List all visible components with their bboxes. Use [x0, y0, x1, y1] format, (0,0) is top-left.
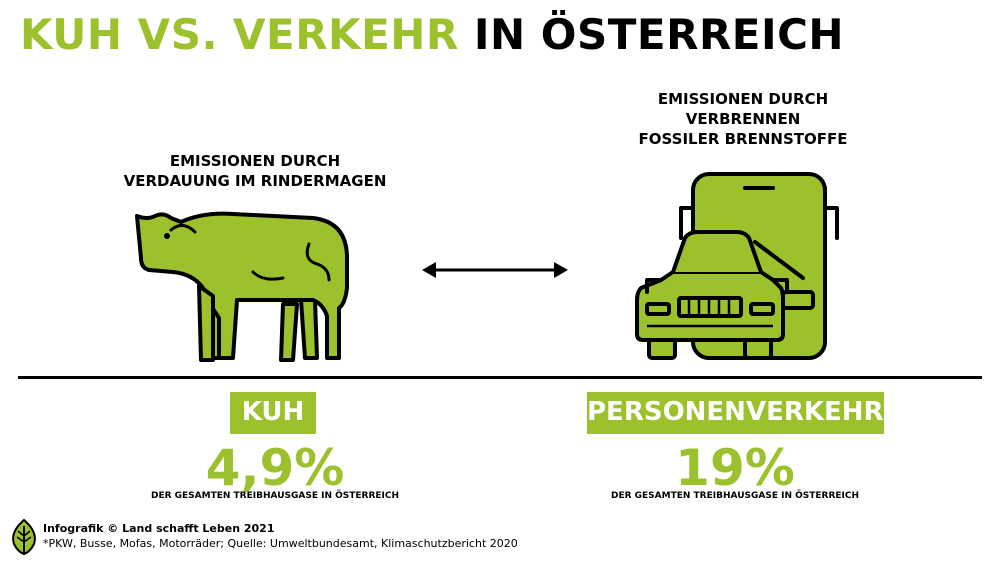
title-rest: IN ÖSTERREICH	[473, 10, 845, 59]
title-highlight: KUH VS. VERKEHR	[20, 10, 459, 59]
traffic-value-description: DER GESAMTEN TREIBHAUSGASE IN ÖSTERREICH	[610, 491, 860, 501]
traffic-caption: EMISSIONEN DURCH VERBRENNEN FOSSILER BRE…	[583, 89, 903, 149]
cow-value: 4,9%	[205, 439, 345, 497]
traffic-caption-line: VERBRENNEN	[685, 110, 801, 128]
leaf-logo-icon	[10, 518, 38, 556]
ground-line	[18, 376, 982, 379]
traffic-label: PERSONENVERKEHR*	[587, 392, 897, 434]
traffic-caption-line: FOSSILER BRENNSTOFFE	[638, 130, 848, 148]
cow-caption: EMISSIONEN DURCH VERDAUUNG IM RINDERMAGE…	[95, 151, 415, 191]
footer-source: *PKW, Busse, Mofas, Motorräder; Quelle: …	[43, 537, 518, 550]
footer-credit: Infografik © Land schafft Leben 2021	[43, 522, 275, 535]
traffic-value: 19%	[675, 439, 795, 497]
cow-value-description: DER GESAMTEN TREIBHAUSGASE IN ÖSTERREICH	[150, 491, 400, 501]
cow-icon	[133, 208, 351, 365]
cow-caption-line: VERDAUUNG IM RINDERMAGEN	[123, 172, 387, 190]
car-bus-icon	[633, 168, 845, 363]
traffic-caption-line: EMISSIONEN DURCH	[657, 90, 829, 108]
cow-caption-line: EMISSIONEN DURCH	[169, 152, 341, 170]
page-title: KUH VS. VERKEHR IN ÖSTERREICH	[20, 14, 844, 56]
cow-label: KUH	[230, 392, 316, 434]
double-arrow-icon	[420, 258, 570, 282]
